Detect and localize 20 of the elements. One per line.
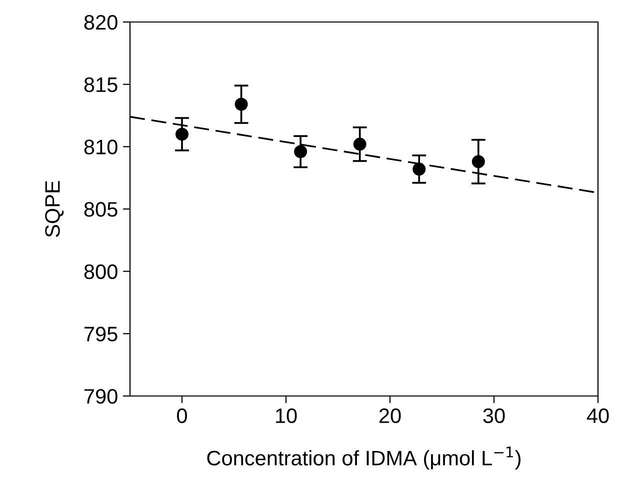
point	[353, 138, 366, 151]
point	[472, 155, 485, 168]
x-axis-title: Concentration of IDMA (μmol L$^{−1}$)	[207, 446, 521, 470]
x-tick-label: 40	[586, 408, 609, 424]
x-tick-label: 30	[483, 408, 505, 424]
y-tick-label: 815	[84, 77, 118, 92]
x-tick-label: 20	[379, 408, 401, 424]
point	[294, 145, 308, 158]
point	[175, 128, 189, 141]
y-tick-label: 820	[84, 15, 118, 30]
x-tick-label: 0	[177, 408, 187, 424]
y-tick-label: 810	[84, 140, 118, 154]
point	[234, 98, 248, 111]
y-axis-title: SQPE	[45, 180, 64, 237]
y-tick-label: 795	[84, 326, 118, 342]
y-tick-label: 805	[84, 202, 118, 217]
point	[412, 162, 426, 176]
x-tick-label: 10	[276, 408, 297, 424]
y-tick-label: 790	[84, 389, 118, 404]
y-tick-label: 800	[84, 264, 118, 280]
